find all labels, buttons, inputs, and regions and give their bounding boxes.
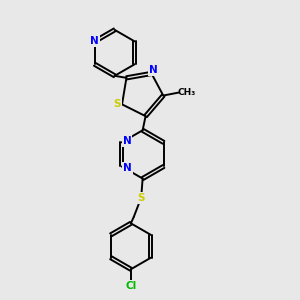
Text: CH₃: CH₃: [178, 88, 196, 97]
Text: N: N: [123, 136, 131, 146]
Text: S: S: [113, 99, 121, 110]
Text: N: N: [90, 36, 99, 46]
Text: N: N: [123, 163, 132, 173]
Text: Cl: Cl: [125, 281, 136, 291]
Text: N: N: [148, 65, 157, 75]
Text: S: S: [137, 193, 145, 203]
